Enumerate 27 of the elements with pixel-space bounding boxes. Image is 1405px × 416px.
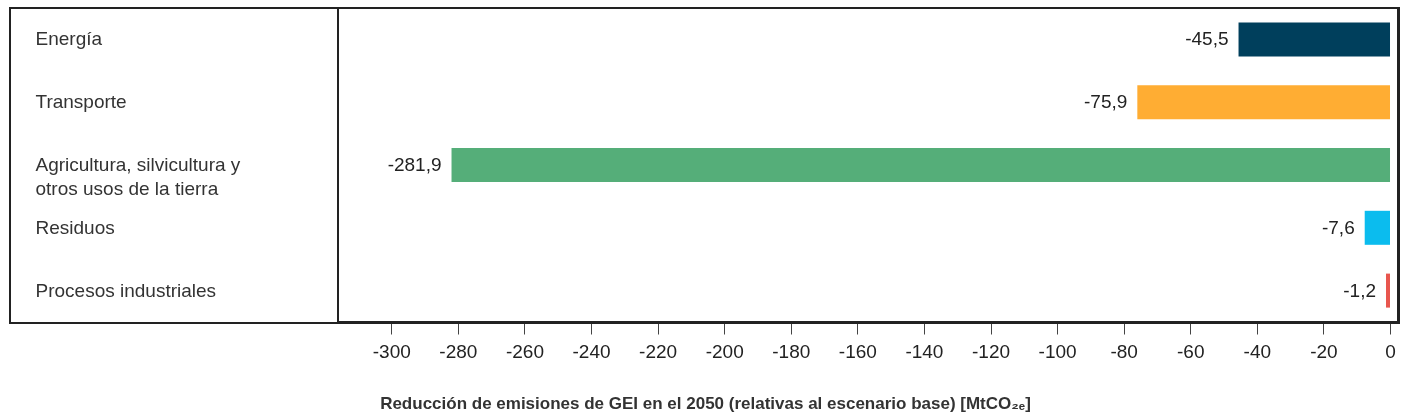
x-tick-label: -100 bbox=[1038, 340, 1077, 362]
x-axis-title: Reducción de emisiones de GEI en el 2050 (relativas al escenario base) [MtCO₂ₑ] bbox=[380, 393, 1031, 413]
x-tick-label: -20 bbox=[1310, 340, 1338, 362]
x-tick-label: -300 bbox=[372, 340, 411, 362]
data-label: -75,9 bbox=[1084, 91, 1128, 113]
y-tick-label: Residuos bbox=[35, 216, 115, 238]
data-label: -45,5 bbox=[1185, 28, 1229, 50]
x-tick-label: -280 bbox=[439, 340, 478, 362]
data-label: -281,9 bbox=[387, 154, 442, 175]
x-tick-label: -220 bbox=[639, 340, 678, 362]
x-tick-label: 0 bbox=[1385, 340, 1396, 362]
x-tick-label: -60 bbox=[1177, 340, 1205, 362]
x-tick-label: -40 bbox=[1243, 340, 1272, 362]
x-tick-label: -260 bbox=[505, 340, 544, 362]
x-tick-label: -240 bbox=[572, 340, 611, 362]
data-label: -7,6 bbox=[1321, 216, 1355, 238]
x-tick-label: -140 bbox=[905, 340, 944, 362]
x-tick-label: -160 bbox=[838, 340, 877, 362]
x-tick-label: -80 bbox=[1110, 340, 1138, 362]
x-tick-label: -180 bbox=[772, 340, 811, 362]
y-tick-label: Energía bbox=[35, 28, 103, 50]
x-tick-label: -200 bbox=[705, 340, 744, 362]
y-tick-label: Transporte bbox=[35, 91, 127, 113]
y-tick-label: Procesos industriales bbox=[35, 279, 217, 301]
y-tick-label: Agricultura, silvicultura y otros usos de la tierra bbox=[35, 154, 241, 199]
x-tick-label: -120 bbox=[972, 340, 1011, 362]
data-label: -1,2 bbox=[1343, 279, 1377, 301]
